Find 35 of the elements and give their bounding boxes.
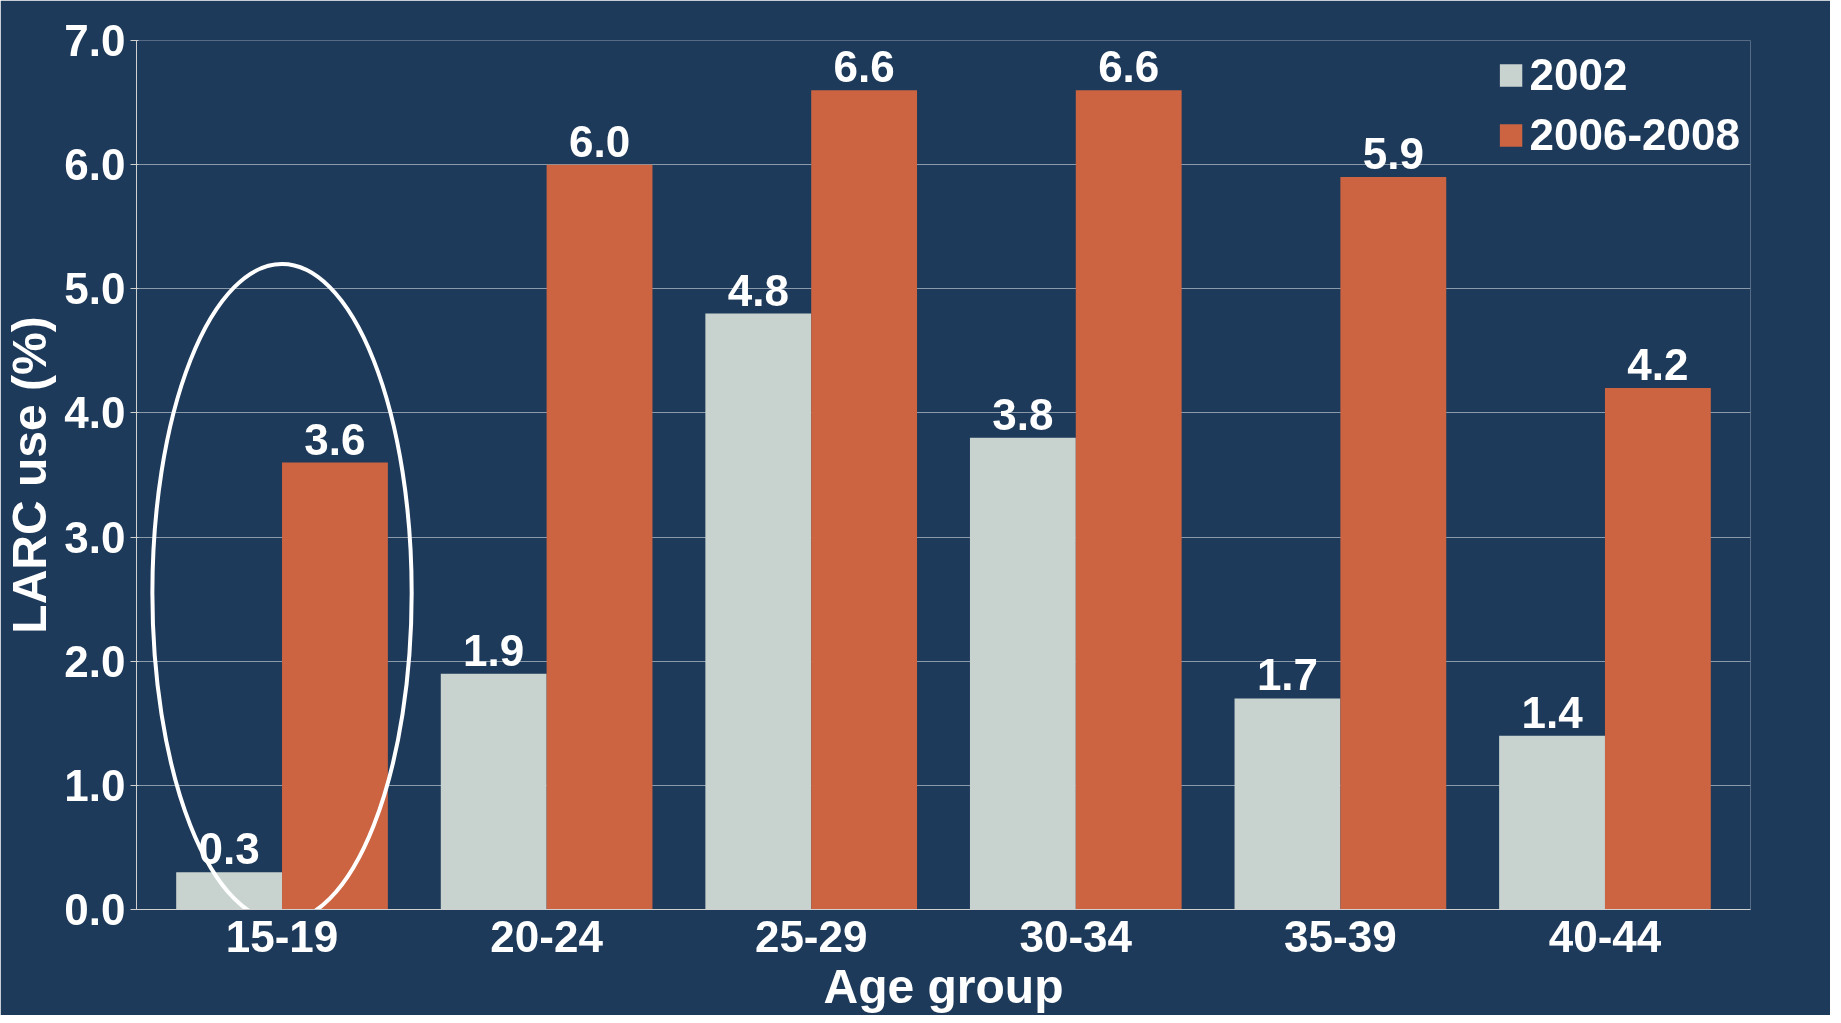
x-tick-label: 40-44	[1548, 911, 1662, 961]
bar	[811, 90, 918, 910]
y-tick-label: 0.0	[64, 885, 126, 934]
bar	[546, 164, 653, 910]
y-tick-label: 4.0	[64, 388, 126, 438]
bar	[1604, 388, 1711, 910]
x-tick-label: 30-34	[1019, 911, 1133, 961]
y-tick-label: 7.0	[64, 16, 126, 65]
data-label: 4.8	[727, 265, 789, 315]
data-label: 4.2	[1627, 340, 1689, 390]
data-label: 6.6	[833, 42, 895, 92]
data-label: 1.9	[463, 625, 525, 675]
y-tick-label: 2.0	[64, 636, 126, 686]
y-tick-label: 5.0	[64, 264, 126, 314]
legend-label: 2002	[1529, 50, 1628, 100]
bar	[282, 462, 388, 910]
data-label: 5.9	[1362, 129, 1424, 179]
x-tick-label: 20-24	[490, 911, 604, 961]
bar	[1340, 177, 1447, 910]
x-axis-title: Age group	[823, 959, 1064, 1013]
y-tick-label: 1.0	[64, 760, 126, 810]
data-label: 3.8	[992, 389, 1054, 439]
x-tick-label: 25-29	[754, 911, 868, 961]
y-tick-label: 6.0	[64, 140, 126, 190]
bar	[1075, 90, 1182, 910]
data-label: 3.6	[304, 414, 366, 464]
x-tick-label: 35-39	[1284, 911, 1397, 961]
data-label: 6.0	[568, 116, 631, 166]
legend-label: 2006-2008	[1529, 110, 1740, 160]
data-label: 1.4	[1521, 687, 1584, 737]
y-axis-title: LARC use (%)	[3, 316, 57, 634]
data-label: 6.6	[1098, 42, 1160, 92]
y-tick-label: 3.0	[64, 512, 126, 562]
data-label: 1.7	[1256, 650, 1319, 700]
x-tick-label: 15-19	[225, 911, 339, 961]
